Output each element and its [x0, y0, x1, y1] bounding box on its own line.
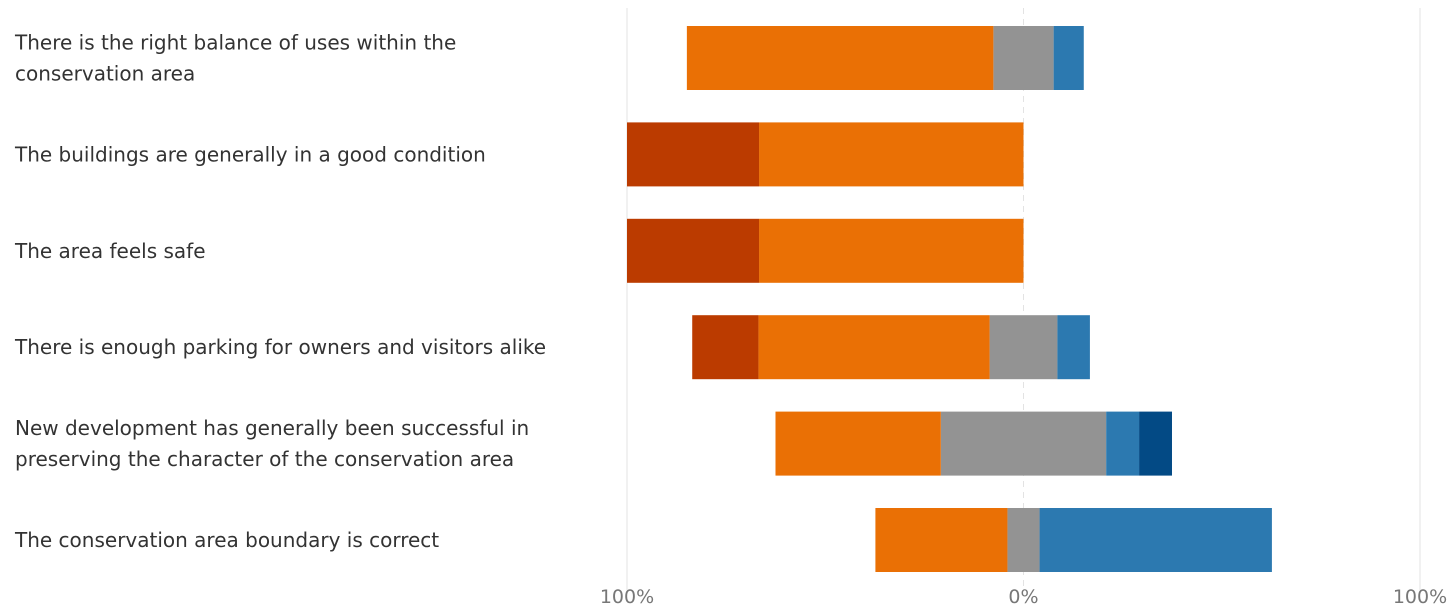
x-tick-label: 0%	[1008, 586, 1038, 608]
bar-segment	[692, 315, 758, 379]
bar-segment	[1054, 26, 1084, 90]
tick-labels: 100% 0% 100%	[600, 586, 1447, 608]
category-label: The area feels safe	[14, 239, 206, 263]
bar-segment	[875, 508, 1007, 572]
bar-segment	[1024, 315, 1058, 379]
category-label: There is enough parking for owners and v…	[14, 335, 546, 359]
bar-segment	[775, 412, 940, 476]
bar-segment	[1106, 412, 1139, 476]
bar-segment	[990, 315, 1024, 379]
bar-segment	[1139, 412, 1172, 476]
category-label: New development has generally been succe…	[15, 416, 529, 440]
bar-segment	[1024, 508, 1040, 572]
x-tick-label: 100%	[1393, 586, 1447, 608]
bar-segment	[758, 315, 989, 379]
category-label: There is the right balance of uses withi…	[14, 31, 456, 55]
bar-segment	[993, 26, 1023, 90]
category-label: The buildings are generally in a good co…	[14, 142, 486, 166]
bar-segment	[1057, 315, 1090, 379]
category-labels: There is the right balance of uses withi…	[14, 31, 546, 553]
bar-segment	[1024, 412, 1107, 476]
bar-segment	[1007, 508, 1023, 572]
category-label: preserving the character of the conserva…	[15, 447, 514, 471]
bar-segment	[687, 26, 993, 90]
bar-segment	[1040, 508, 1272, 572]
bar-segment	[627, 219, 759, 283]
gridlines	[627, 8, 1420, 590]
bar-segment	[627, 122, 759, 186]
bar-segment	[759, 122, 1023, 186]
bars	[627, 26, 1272, 572]
bar-segment	[759, 219, 1023, 283]
bar-segment	[941, 412, 1024, 476]
category-label: conservation area	[15, 62, 195, 86]
x-tick-label: 100%	[600, 586, 654, 608]
category-label: The conservation area boundary is correc…	[14, 528, 439, 552]
bar-segment	[1024, 26, 1054, 90]
